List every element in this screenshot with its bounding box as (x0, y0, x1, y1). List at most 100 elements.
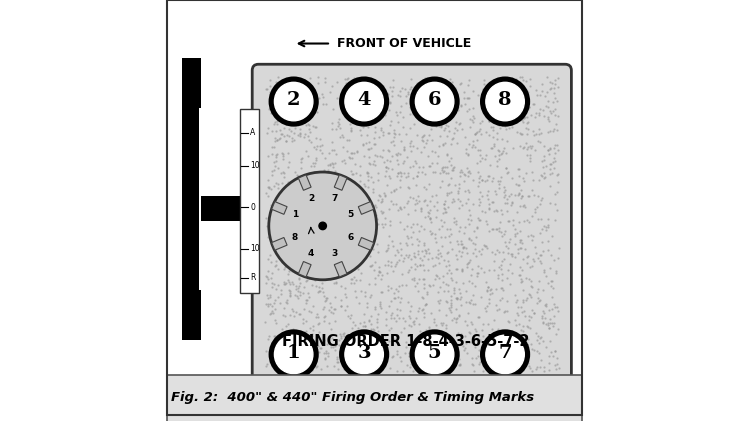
Point (341, 302, 353, 309)
Point (395, 173, 407, 179)
Point (494, 122, 506, 128)
Point (413, 262, 425, 269)
Point (506, 124, 518, 131)
Point (335, 90, 347, 96)
Point (336, 331, 348, 338)
Point (428, 351, 440, 357)
Point (462, 196, 474, 203)
Point (495, 115, 507, 122)
Text: A: A (250, 128, 255, 137)
Point (515, 131, 527, 137)
Point (410, 86, 422, 93)
Point (309, 277, 321, 283)
Point (536, 173, 548, 179)
Point (340, 205, 352, 212)
Point (285, 127, 297, 134)
Point (461, 94, 473, 101)
Point (477, 320, 489, 327)
Point (266, 144, 278, 151)
Point (397, 258, 409, 264)
Point (337, 133, 349, 140)
Point (425, 81, 437, 88)
Point (386, 314, 398, 321)
Point (524, 155, 536, 161)
Point (336, 131, 348, 138)
Point (455, 169, 467, 176)
Point (407, 352, 419, 359)
Point (422, 267, 434, 274)
FancyBboxPatch shape (240, 109, 259, 293)
Point (274, 210, 286, 217)
Point (463, 207, 475, 213)
Point (360, 108, 372, 115)
Point (527, 142, 539, 149)
Point (467, 362, 479, 369)
Point (309, 124, 321, 131)
Point (464, 235, 476, 242)
Point (404, 364, 416, 370)
Point (336, 158, 348, 165)
Point (357, 101, 369, 108)
Point (413, 262, 425, 269)
Point (398, 147, 410, 153)
Point (334, 199, 346, 206)
Point (305, 100, 317, 107)
Point (270, 88, 282, 94)
Point (282, 349, 294, 356)
Point (535, 201, 547, 208)
Point (304, 348, 316, 354)
Point (391, 312, 403, 319)
Point (521, 217, 533, 224)
Point (292, 122, 304, 128)
Point (504, 261, 516, 267)
Point (493, 306, 505, 313)
Point (344, 353, 356, 360)
Point (454, 197, 466, 204)
Point (270, 347, 282, 354)
Point (354, 127, 366, 134)
Point (283, 279, 295, 285)
Point (481, 345, 493, 352)
Point (386, 77, 398, 83)
Point (434, 119, 446, 126)
Point (354, 237, 366, 244)
Point (417, 138, 429, 144)
Point (539, 266, 551, 273)
Point (542, 224, 554, 230)
Point (422, 212, 434, 219)
Point (312, 320, 324, 327)
Point (297, 215, 309, 222)
Point (413, 351, 425, 357)
Point (471, 129, 483, 136)
Point (371, 356, 383, 362)
Point (404, 124, 416, 131)
Point (288, 325, 300, 332)
Point (410, 343, 422, 349)
Point (441, 190, 453, 197)
Point (342, 354, 354, 360)
Point (279, 304, 291, 311)
Point (522, 143, 534, 150)
Point (388, 187, 400, 194)
Point (345, 128, 357, 135)
Point (282, 264, 294, 271)
Point (472, 270, 484, 277)
Point (376, 198, 388, 205)
Point (493, 104, 505, 111)
Point (472, 91, 484, 98)
Point (502, 118, 514, 125)
Point (308, 351, 320, 358)
Circle shape (416, 335, 454, 374)
Point (494, 219, 506, 226)
Point (282, 341, 294, 347)
Point (410, 160, 422, 166)
Point (533, 295, 545, 302)
Point (454, 119, 466, 126)
Point (380, 90, 392, 96)
Point (345, 312, 357, 318)
Point (352, 89, 364, 96)
Point (488, 258, 500, 265)
Point (409, 93, 421, 100)
Point (307, 302, 319, 309)
Point (355, 288, 367, 294)
